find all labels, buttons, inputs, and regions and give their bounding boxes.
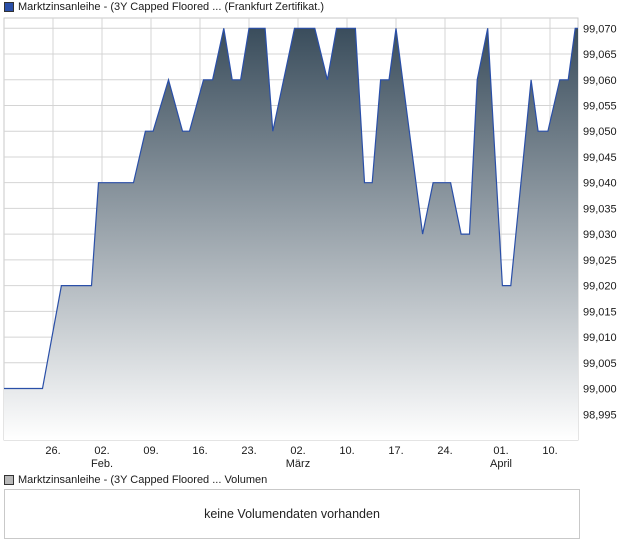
x-tick-label: 23.	[241, 445, 256, 457]
y-tick-label: 99,020	[583, 281, 617, 293]
volume-legend: Marktzinsanleihe - (3Y Capped Floored ..…	[4, 473, 267, 487]
volume-panel: keine Volumendaten vorhanden	[4, 489, 580, 539]
price-legend: Marktzinsanleihe - (3Y Capped Floored ..…	[4, 0, 324, 14]
y-tick-label: 99,000	[583, 384, 617, 396]
volume-legend-label: Marktzinsanleihe - (3Y Capped Floored ..…	[18, 474, 268, 486]
x-tick-label: 02.	[290, 445, 305, 457]
y-axis: 98,995 99,000 99,005 99,010 99,015 99,020 99,0…	[583, 23, 617, 421]
x-tick-label: 01.	[493, 445, 508, 457]
x-tick-label: 10.	[339, 445, 354, 457]
x-tick-label: 16.	[192, 445, 207, 457]
x-month-label: Feb.	[91, 458, 113, 470]
x-tick-label: 02.	[94, 445, 109, 457]
volume-legend-swatch	[4, 475, 14, 485]
price-legend-label: Marktzinsanleihe - (3Y Capped Floored ..…	[18, 1, 325, 13]
y-tick-label: 98,995	[583, 409, 617, 421]
y-tick-label: 99,010	[583, 332, 617, 344]
x-tick-label: 10.	[542, 445, 557, 457]
y-tick-label: 99,040	[583, 178, 617, 190]
y-tick-label: 99,060	[583, 75, 617, 87]
y-tick-label: 99,045	[583, 152, 617, 164]
x-tick-label: 24.	[437, 445, 452, 457]
price-line	[4, 27, 578, 390]
x-month-label: April	[490, 458, 512, 470]
y-tick-label: 99,070	[583, 23, 617, 35]
y-tick-label: 99,030	[583, 229, 617, 241]
y-tick-label: 99,005	[583, 358, 617, 370]
x-tick-label: 09.	[143, 445, 158, 457]
price-legend-swatch	[4, 2, 14, 12]
x-tick-label: 26.	[45, 445, 60, 457]
y-tick-label: 99,065	[583, 49, 617, 61]
y-tick-label: 99,025	[583, 255, 617, 267]
y-tick-label: 99,050	[583, 126, 617, 138]
y-tick-label: 99,055	[583, 100, 617, 112]
y-tick-label: 99,035	[583, 203, 617, 215]
y-tick-label: 99,015	[583, 306, 617, 318]
x-month-label: März	[286, 458, 310, 470]
x-tick-label: 17.	[388, 445, 403, 457]
no-volume-message: keine Volumendaten vorhanden	[204, 507, 380, 521]
